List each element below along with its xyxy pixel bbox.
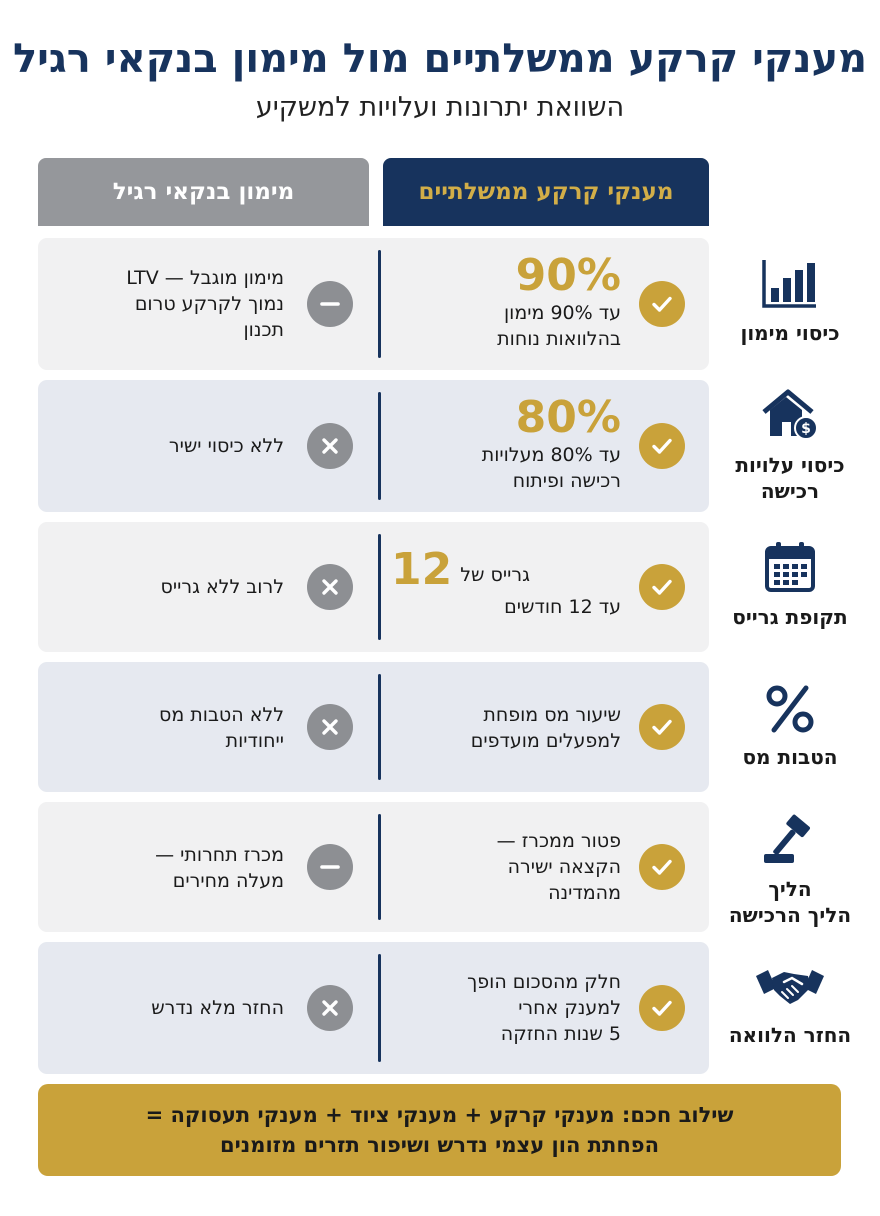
category-label-line: הליך (768, 877, 812, 901)
x-icon (307, 423, 353, 469)
category-tax: הטבות מס (710, 684, 870, 770)
gov-line: עד 12 חודשים (504, 596, 621, 618)
gov-highlight-value: 80% (515, 392, 621, 443)
gov-line: עד 80% מעלויות (481, 444, 621, 466)
x-icon (307, 985, 353, 1031)
page-subtitle: השוואת יתרונות ועלויות למשקיע (255, 92, 625, 123)
svg-text:$: $ (801, 421, 811, 437)
row-divider (378, 954, 381, 1062)
x-icon (307, 704, 353, 750)
category-label-line: רכישה (760, 479, 820, 503)
comparison-row-grace: 12 גרייס של עד 12 חודשים לרוב ללא גרייס (38, 522, 709, 652)
row-divider (378, 674, 381, 780)
gov-line: בהלוואות נוחות (497, 328, 621, 350)
gov-line: פטור ממכרז — (496, 830, 621, 852)
row-divider (378, 250, 381, 358)
category-process: הליך הליך הרכישה (710, 812, 870, 928)
comparison-row-acquisition-costs: 80% עד 80% מעלויות רכישה ופיתוח ללא כיסו… (38, 380, 709, 512)
handshake-icon (710, 962, 870, 1012)
bank-line: ייחודיות (225, 730, 284, 752)
calendar-icon (710, 540, 870, 594)
gov-line: 5 שנות החזקה (500, 1023, 621, 1045)
category-label: החזר הלוואה (728, 1023, 852, 1047)
gov-highlight-value: 12 (391, 544, 453, 595)
row-divider (378, 814, 381, 920)
category-label: תקופת גרייס (732, 605, 848, 629)
check-icon (639, 704, 685, 750)
gov-line: רכישה ופיתוח (512, 470, 621, 492)
x-icon (307, 564, 353, 610)
comparison-row-financing: 90% עד 90% מימון בהלוואות נוחות מימון מו… (38, 238, 709, 370)
gov-line: מהמדינה (548, 882, 621, 904)
gov-line: שיעור מס מופחת (483, 704, 621, 726)
row-divider (378, 534, 381, 640)
gavel-icon (710, 812, 870, 866)
gov-cell: חלק מהסכום הופך למענק אחרי 5 שנות החזקה (391, 969, 621, 1047)
percent-icon (710, 684, 870, 734)
comparison-row-repayment: חלק מהסכום הופך למענק אחרי 5 שנות החזקה … (38, 942, 709, 1074)
bank-line: ללא הטבות מס (159, 704, 284, 726)
check-icon (639, 844, 685, 890)
bank-line: ללא כיסוי ישיר (168, 435, 284, 457)
category-label: הליך הליך הרכישה (710, 876, 870, 928)
bank-cell: ללא כיסוי ישיר (54, 433, 284, 459)
category-label: הטבות מס (742, 745, 838, 769)
bank-line: מכרז תחרותי — (155, 844, 284, 866)
category-grace: תקופת גרייס (710, 540, 870, 630)
check-icon (639, 423, 685, 469)
minus-icon (307, 281, 353, 327)
bank-cell: מימון מוגבל — LTV נמוך לקרקע טרום תכנון (54, 265, 284, 343)
gov-cell: 80% עד 80% מעלויות רכישה ופיתוח (391, 394, 621, 494)
house-dollar-icon: $ (710, 386, 870, 442)
gov-line: חלק מהסכום הופך (467, 971, 621, 993)
comparison-row-process: פטור ממכרז — הקצאה ישירה מהמדינה מכרז תח… (38, 802, 709, 932)
summary-banner: שילוב חכם: מענקי קרקע + מענקי ציוד + מענ… (38, 1084, 841, 1176)
category-financing: כיסוי מימון (710, 258, 870, 346)
check-icon (639, 564, 685, 610)
row-divider (378, 392, 381, 500)
bank-line: לרוב ללא גרייס (160, 576, 284, 598)
gov-highlight-value: 90% (515, 250, 621, 301)
gov-line: למפעלים מועדפים (470, 730, 621, 752)
bank-cell: לרוב ללא גרייס (54, 574, 284, 600)
gov-cell: פטור ממכרז — הקצאה ישירה מהמדינה (391, 828, 621, 906)
category-label-line: כיסוי עלויות (735, 453, 845, 477)
category-label: כיסוי מימון (740, 321, 840, 345)
summary-line: הפחתת הון עצמי נדרש ושיפור תזרים מזומנים (219, 1133, 660, 1157)
gov-cell: 12 גרייס של עד 12 חודשים (391, 546, 621, 620)
bank-cell: מכרז תחרותי — מעלה מחירים (54, 842, 284, 894)
gov-line: למענק אחרי (518, 997, 621, 1019)
category-acquisition-costs: $ כיסוי עלויות רכישה (710, 386, 870, 504)
gov-column-header: מענקי קרקע ממשלתיים (383, 158, 709, 226)
bank-line: מעלה מחירים (172, 870, 284, 892)
comparison-row-tax: שיעור מס מופחת למפעלים מועדפים ללא הטבות… (38, 662, 709, 792)
bank-cell: החזר מלא נדרש (54, 995, 284, 1021)
minus-icon (307, 844, 353, 890)
bank-cell: ללא הטבות מס ייחודיות (54, 702, 284, 754)
bank-column-header: מימון בנקאי רגיל (38, 158, 369, 226)
bank-line: החזר מלא נדרש (151, 997, 284, 1019)
summary-line: שילוב חכם: מענקי קרקע + מענקי ציוד + מענ… (145, 1103, 734, 1127)
bank-line: נמוך לקרקע טרום (134, 293, 284, 315)
bank-line: תכנון (243, 319, 285, 341)
gov-grace-line: 12 גרייס של (391, 546, 621, 594)
category-label: כיסוי עלויות רכישה (710, 452, 870, 504)
bank-line: מימון מוגבל — LTV (126, 267, 284, 289)
gov-line: עד 90% מימון (504, 302, 621, 324)
category-repayment: החזר הלוואה (710, 962, 870, 1048)
gov-cell: 90% עד 90% מימון בהלוואות נוחות (391, 252, 621, 352)
category-label-line: הליך הרכישה (728, 903, 852, 927)
gov-cell: שיעור מס מופחת למפעלים מועדפים (391, 702, 621, 754)
check-icon (639, 985, 685, 1031)
bar-chart-icon (710, 258, 870, 310)
page-title: מענקי קרקע ממשלתיים מול מימון בנקאי רגיל (12, 36, 868, 82)
gov-line: הקצאה ישירה (507, 856, 621, 878)
check-icon (639, 281, 685, 327)
gov-inline-text: גרייס של (460, 564, 530, 586)
